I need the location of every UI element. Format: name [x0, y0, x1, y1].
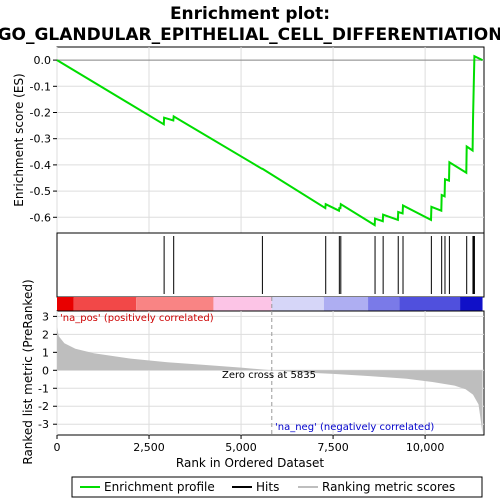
hits-panel	[57, 233, 484, 297]
rank-bar-segment	[399, 297, 460, 311]
rank-bar-segment	[272, 297, 324, 311]
pos-correlated-label: 'na_pos' (positively correlated)	[60, 313, 214, 324]
metric-tick-label: -1	[38, 382, 49, 395]
metric-y-ticks: 3 2 1 0 -1 -2 -3	[38, 310, 57, 431]
chart-title-line1: Enrichment plot:	[170, 4, 330, 24]
x-tick-label: 2,500	[133, 441, 165, 454]
rank-bar-segment	[74, 297, 137, 311]
chart-title-line2: GO_GLANDULAR_EPITHELIAL_CELL_DIFFERENTIA…	[0, 25, 500, 45]
es-tick-label: 0.0	[34, 54, 52, 67]
rank-bar-segment	[57, 297, 74, 311]
es-tick-label: -0.2	[30, 106, 51, 119]
es-tick-label: -0.4	[30, 159, 51, 172]
x-axis-label: Rank in Ordered Dataset	[176, 456, 324, 470]
metric-tick-label: 3	[42, 310, 49, 323]
es-tick-label: -0.5	[30, 185, 51, 198]
es-y-axis-label: Enrichment score (ES)	[12, 73, 26, 206]
legend-metric-label: Ranking metric scores	[322, 480, 455, 494]
x-axis-ticks: 0 2,500 5,000 7,500 10,000	[54, 435, 445, 454]
legend-hits-label: Hits	[256, 480, 279, 494]
es-tick-label: -0.1	[30, 80, 51, 93]
es-tick-label: -0.3	[30, 133, 51, 146]
x-tick-label: 10,000	[406, 441, 445, 454]
x-tick-label: 5,000	[225, 441, 257, 454]
rank-color-bar	[57, 297, 483, 311]
metric-y-axis-label: Ranked list metric (PreRanked)	[21, 279, 35, 464]
es-y-ticks: 0.0 -0.1 -0.2 -0.3 -0.4 -0.5 -0.6	[30, 54, 57, 224]
legend-enrichment-label: Enrichment profile	[104, 480, 215, 494]
rank-bar-segment	[368, 297, 399, 311]
rank-bar-segment	[213, 297, 271, 311]
es-panel	[57, 47, 484, 233]
x-tick-label: 7,500	[317, 441, 349, 454]
metric-tick-label: -2	[38, 400, 49, 413]
es-tick-label: -0.6	[30, 211, 51, 224]
metric-tick-label: 1	[42, 346, 49, 359]
neg-correlated-label: 'na_neg' (negatively correlated)	[275, 422, 434, 433]
rank-bar-segment	[460, 297, 482, 311]
rank-bar-segment	[136, 297, 213, 311]
zero-cross-label: Zero cross at 5835	[222, 370, 316, 381]
rank-bar-segment	[324, 297, 368, 311]
x-tick-label: 0	[54, 441, 61, 454]
metric-tick-label: 0	[42, 364, 49, 377]
metric-tick-label: -3	[38, 418, 49, 431]
metric-tick-label: 2	[42, 328, 49, 341]
